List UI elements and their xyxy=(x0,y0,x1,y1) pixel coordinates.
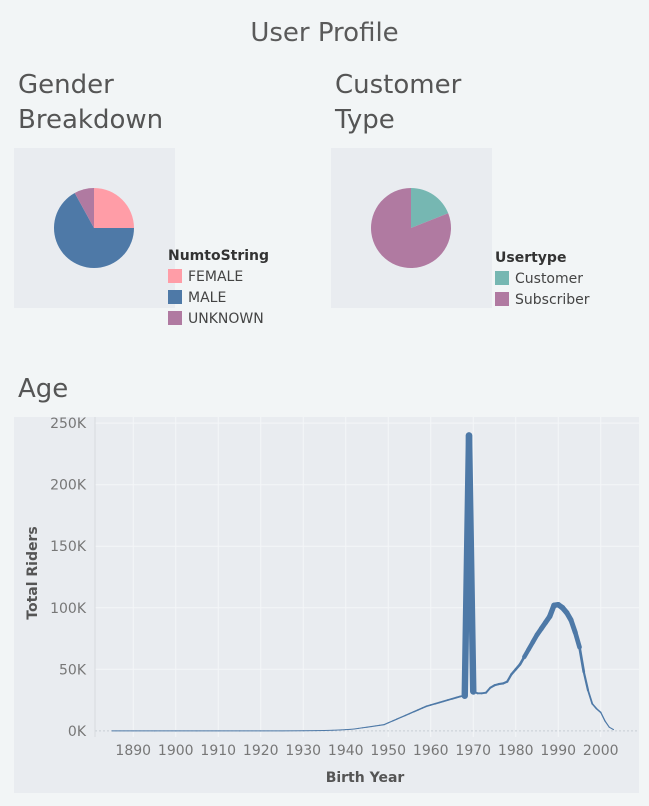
gender-legend: NumtoString FEMALE MALE UNKNOWN xyxy=(168,248,269,330)
customer-legend-title: Usertype xyxy=(495,250,567,266)
line-segment[interactable] xyxy=(353,727,360,730)
gender-section-title: Gender Breakdown xyxy=(18,68,163,138)
line-segment[interactable] xyxy=(578,645,586,674)
customer-slice-customer[interactable] xyxy=(411,188,449,228)
line-segment[interactable] xyxy=(506,673,513,683)
customer-title-line-2: Type xyxy=(335,105,395,135)
gender-legend-item-male[interactable]: MALE xyxy=(168,288,269,309)
customer-title-line-1: Customer xyxy=(335,70,462,100)
gender-title-line-2: Breakdown xyxy=(18,105,164,135)
line-segment[interactable] xyxy=(591,702,598,710)
line-segment[interactable] xyxy=(387,720,394,724)
line-segment[interactable] xyxy=(391,718,398,722)
line-segment[interactable] xyxy=(595,707,602,714)
customer-legend-item-subscriber[interactable]: Subscriber xyxy=(495,290,590,311)
line-segment[interactable] xyxy=(608,726,615,731)
x-tick-label: 1910 xyxy=(200,743,236,759)
x-tick-label: 1970 xyxy=(455,743,491,759)
gender-legend-item-female[interactable]: FEMALE xyxy=(168,267,269,288)
line-segment[interactable] xyxy=(362,726,368,729)
line-segment[interactable] xyxy=(357,727,364,729)
gender-slice-unknown[interactable] xyxy=(74,188,94,228)
x-tick-label: 1950 xyxy=(370,743,406,759)
y-tick-label: 250K xyxy=(50,416,87,432)
x-tick-label: 1900 xyxy=(158,743,194,759)
x-axis-title: Birth Year xyxy=(326,770,405,786)
customer-pie-slices xyxy=(371,188,451,268)
gender-legend-item-unknown[interactable]: UNKNOWN xyxy=(168,309,269,330)
y-axis-title: Total Riders xyxy=(25,526,41,619)
x-tick-label: 1980 xyxy=(498,743,534,759)
line-segment[interactable] xyxy=(400,714,406,718)
gender-slice-male[interactable] xyxy=(54,192,134,268)
customer-slice-subscriber[interactable] xyxy=(371,188,451,268)
customer-section-title: Customer Type xyxy=(335,68,461,138)
x-tick-label: 1960 xyxy=(413,743,449,759)
x-tick-label: 1930 xyxy=(285,743,321,759)
legend-swatch xyxy=(495,271,509,285)
legend-label: FEMALE xyxy=(188,269,244,285)
y-tick-label: 0K xyxy=(68,724,87,740)
customer-legend-item-customer[interactable]: Customer xyxy=(495,269,590,290)
customer-legend: Usertype Customer Subscriber xyxy=(495,250,590,311)
x-tick-label: 2000 xyxy=(583,743,619,759)
legend-swatch xyxy=(168,269,182,283)
x-tick-label: 1940 xyxy=(328,743,364,759)
legend-label: Subscriber xyxy=(515,292,590,308)
line-segment[interactable] xyxy=(604,720,610,728)
line-segment[interactable] xyxy=(413,709,419,713)
line-segment[interactable] xyxy=(465,432,477,695)
line-segment[interactable] xyxy=(383,722,389,726)
line-segment[interactable] xyxy=(408,711,415,715)
legend-swatch xyxy=(495,292,509,306)
line-segment[interactable] xyxy=(587,689,594,705)
line-segment[interactable] xyxy=(366,725,372,728)
line-segment[interactable] xyxy=(379,724,385,726)
y-tick-label: 150K xyxy=(50,539,87,555)
legend-swatch xyxy=(168,290,182,304)
legend-swatch xyxy=(168,311,182,325)
y-tick-label: 200K xyxy=(50,478,87,494)
line-segment[interactable] xyxy=(396,716,402,720)
y-tick-label: 50K xyxy=(59,662,87,678)
gender-legend-title: NumtoString xyxy=(168,248,270,264)
y-tick-label: 100K xyxy=(50,601,87,617)
legend-label: Customer xyxy=(515,271,584,287)
line-segment[interactable] xyxy=(582,670,590,692)
line-segment[interactable] xyxy=(374,724,381,727)
gender-slice-female[interactable] xyxy=(94,188,134,228)
x-tick-label: 1990 xyxy=(540,743,576,759)
age-section-title: Age xyxy=(18,374,69,404)
legend-label: MALE xyxy=(188,290,227,306)
x-tick-label: 1920 xyxy=(243,743,279,759)
x-tick-label: 1890 xyxy=(115,743,151,759)
legend-label: UNKNOWN xyxy=(188,311,264,327)
line-segment[interactable] xyxy=(404,712,411,717)
line-segment[interactable] xyxy=(600,711,606,722)
line-segment[interactable] xyxy=(370,725,377,728)
gender-pie-slices xyxy=(54,188,134,268)
dashboard-title: User Profile xyxy=(250,18,399,48)
gender-title-line-1: Gender xyxy=(18,70,114,100)
line-segment[interactable] xyxy=(485,686,492,694)
line-segment[interactable] xyxy=(572,630,582,650)
